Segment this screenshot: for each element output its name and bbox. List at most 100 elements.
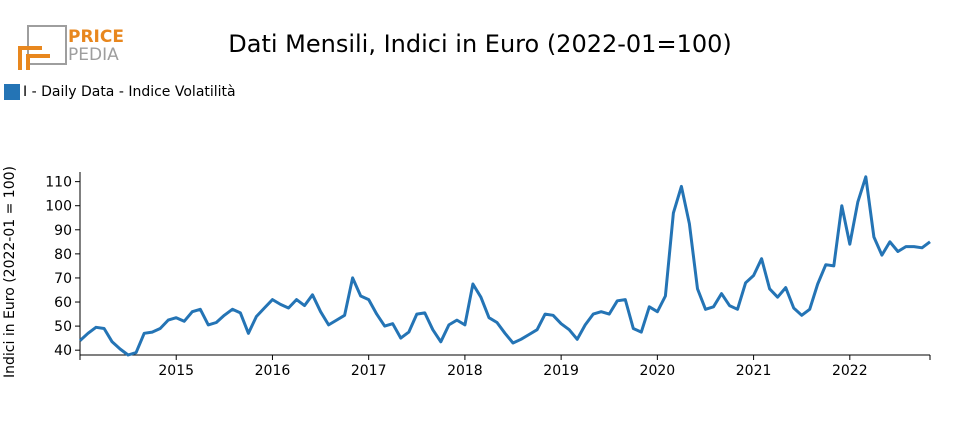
data-point[interactable] — [639, 330, 643, 334]
data-point[interactable] — [712, 305, 716, 309]
data-point[interactable] — [222, 313, 226, 317]
data-point[interactable] — [808, 307, 812, 311]
data-point[interactable] — [760, 257, 764, 261]
data-point[interactable] — [262, 306, 266, 310]
data-point[interactable] — [591, 312, 595, 316]
data-point[interactable] — [238, 311, 242, 315]
data-point[interactable] — [182, 319, 186, 323]
data-point[interactable] — [696, 287, 700, 291]
data-point[interactable] — [543, 312, 547, 316]
data-point[interactable] — [287, 306, 291, 310]
data-point[interactable] — [118, 347, 122, 351]
data-point[interactable] — [423, 311, 427, 315]
data-point[interactable] — [158, 327, 162, 331]
data-point[interactable] — [206, 323, 210, 327]
data-point[interactable] — [311, 293, 315, 297]
data-point[interactable] — [246, 331, 250, 335]
data-point[interactable] — [519, 337, 523, 341]
data-point[interactable] — [415, 312, 419, 316]
data-point[interactable] — [174, 316, 178, 320]
data-point[interactable] — [463, 323, 467, 327]
data-point[interactable] — [856, 200, 860, 204]
data-point[interactable] — [214, 321, 218, 325]
data-point[interactable] — [134, 351, 138, 355]
data-point[interactable] — [142, 331, 146, 335]
series-line[interactable] — [78, 175, 931, 357]
data-point[interactable] — [728, 304, 732, 308]
data-point[interactable] — [383, 324, 387, 328]
data-point[interactable] — [671, 211, 675, 215]
data-point[interactable] — [303, 304, 307, 308]
data-point[interactable] — [896, 250, 900, 254]
data-point[interactable] — [631, 327, 635, 331]
data-point[interactable] — [792, 306, 796, 310]
data-point[interactable] — [920, 246, 924, 250]
data-point[interactable] — [840, 204, 844, 208]
data-point[interactable] — [679, 184, 683, 188]
data-point[interactable] — [439, 340, 443, 344]
data-point[interactable] — [623, 298, 627, 302]
data-point[interactable] — [824, 263, 828, 267]
data-point[interactable] — [752, 274, 756, 278]
data-point[interactable] — [94, 325, 98, 329]
data-point[interactable] — [800, 313, 804, 317]
data-point[interactable] — [511, 341, 515, 345]
data-point[interactable] — [495, 321, 499, 325]
data-point[interactable] — [583, 323, 587, 327]
data-point[interactable] — [768, 287, 772, 291]
data-point[interactable] — [271, 298, 275, 302]
data-point[interactable] — [471, 282, 475, 286]
data-point[interactable] — [279, 302, 283, 306]
data-point[interactable] — [535, 328, 539, 332]
data-point[interactable] — [912, 245, 916, 249]
data-point[interactable] — [663, 294, 667, 298]
data-point[interactable] — [872, 235, 876, 239]
data-point[interactable] — [359, 294, 363, 298]
data-point[interactable] — [615, 299, 619, 303]
data-point[interactable] — [647, 305, 651, 309]
data-point[interactable] — [704, 307, 708, 311]
data-point[interactable] — [776, 295, 780, 299]
chart-legend[interactable]: I - Daily Data - Indice Volatilità — [4, 84, 236, 100]
data-point[interactable] — [391, 322, 395, 326]
data-point[interactable] — [110, 340, 114, 344]
data-point[interactable] — [575, 337, 579, 341]
data-point[interactable] — [848, 242, 852, 246]
data-point[interactable] — [86, 331, 90, 335]
data-point[interactable] — [126, 353, 130, 357]
data-point[interactable] — [816, 282, 820, 286]
data-point[interactable] — [479, 295, 483, 299]
data-point[interactable] — [447, 323, 451, 327]
data-point[interactable] — [367, 298, 371, 302]
data-point[interactable] — [351, 276, 355, 280]
data-point[interactable] — [736, 307, 740, 311]
data-point[interactable] — [720, 292, 724, 296]
data-point[interactable] — [455, 318, 459, 322]
data-point[interactable] — [551, 313, 555, 317]
data-point[interactable] — [102, 327, 106, 331]
data-point[interactable] — [904, 245, 908, 249]
data-point[interactable] — [335, 318, 339, 322]
data-point[interactable] — [399, 336, 403, 340]
data-point[interactable] — [198, 307, 202, 311]
data-point[interactable] — [864, 175, 868, 179]
data-point[interactable] — [567, 328, 571, 332]
data-point[interactable] — [832, 264, 836, 268]
data-point[interactable] — [78, 339, 82, 343]
data-point[interactable] — [254, 315, 258, 319]
data-point[interactable] — [503, 331, 507, 335]
data-point[interactable] — [687, 222, 691, 226]
data-point[interactable] — [166, 318, 170, 322]
data-point[interactable] — [599, 310, 603, 314]
data-point[interactable] — [487, 316, 491, 320]
data-point[interactable] — [375, 312, 379, 316]
data-point[interactable] — [880, 253, 884, 257]
data-point[interactable] — [928, 240, 932, 244]
data-point[interactable] — [744, 281, 748, 285]
data-point[interactable] — [230, 307, 234, 311]
data-point[interactable] — [888, 240, 892, 244]
data-point[interactable] — [319, 310, 323, 314]
data-point[interactable] — [431, 328, 435, 332]
data-point[interactable] — [559, 322, 563, 326]
data-point[interactable] — [295, 298, 299, 302]
